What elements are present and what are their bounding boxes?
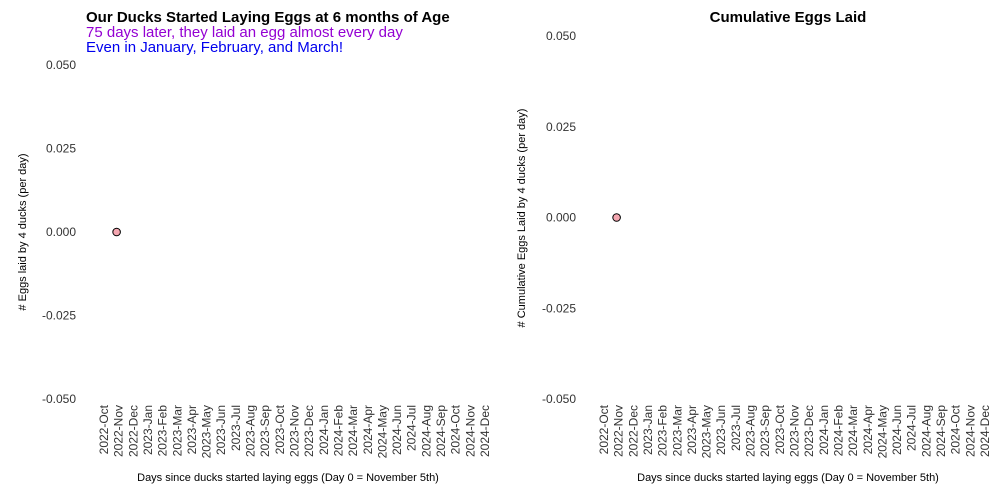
x-tick-label: 2023-Oct [773,404,787,454]
y-tick-label: 0.025 [46,142,76,156]
left-panel-daily-eggs: Our Ducks Started Laying Eggs at 6 month… [17,9,492,484]
x-tick-label: 2023-Aug [744,405,758,457]
x-tick-label: 2023-Sep [758,405,772,457]
x-axis-label: Days since ducks started laying eggs (Da… [637,472,939,484]
x-tick-label: 2023-Apr [685,405,699,454]
x-tick-label: 2023-Dec [802,405,816,457]
y-tick-label: 0.000 [46,225,76,239]
chart-title: Cumulative Eggs Laid [710,9,867,26]
y-tick-label: -0.025 [542,301,576,315]
x-tick-label: 2023-Sep [258,405,272,457]
x-tick-label: 2024-Oct [449,404,463,454]
x-tick-label: 2023-Apr [185,405,199,454]
x-tick-label: 2024-Aug [419,405,433,457]
x-tick-label: 2024-Jul [905,405,919,451]
x-tick-label: 2023-Mar [670,405,684,456]
x-tick-label: 2023-Aug [244,405,258,457]
chart-title: Our Ducks Started Laying Eggs at 6 month… [86,9,450,26]
x-tick-label: 2024-Feb [831,405,845,457]
x-tick-label: 2023-Oct [273,404,287,454]
y-tick-label: -0.025 [42,309,76,323]
x-axis-label: Days since ducks started laying eggs (Da… [137,472,439,484]
x-tick-label: 2022-Nov [112,405,126,457]
x-tick-label: 2024-Jan [317,405,331,455]
x-tick-label: 2023-Dec [302,405,316,457]
x-tick-label: 2024-May [875,405,889,458]
y-axis-label: # Eggs laid by 4 ducks (per day) [17,153,29,310]
y-tick-label: 0.000 [546,211,576,225]
y-tick-labels: 0.050 0.025 0.000 -0.025 -0.050 [542,29,576,406]
x-tick-label: 2022-Nov [612,405,626,457]
data-point [112,227,121,237]
chart-subtitle-2: Even in January, February, and March! [86,39,343,56]
x-tick-label: 2024-Feb [331,405,345,457]
x-tick-label: 2022-Oct [597,404,611,454]
x-tick-label: 2024-Apr [861,405,875,454]
x-tick-label: 2023-Jul [729,405,743,451]
x-tick-label: 2022-Oct [97,404,111,454]
x-tick-label: 2024-Mar [846,405,860,456]
x-tick-label: 2024-Jun [890,405,904,455]
y-tick-label: 0.050 [46,58,76,72]
data-point [612,213,621,222]
x-tick-label: 2023-Nov [288,405,302,457]
y-tick-label: -0.050 [542,392,576,406]
x-tick-label: 2023-Jan [141,405,155,455]
x-tick-label: 2024-Jul [405,405,419,451]
x-tick-label: 2023-May [200,405,214,458]
y-tick-labels: 0.050 0.025 0.000 -0.025 -0.050 [42,58,76,406]
x-tick-labels: 2022-Oct 2022-Nov 2022-Dec 2023-Jan 2023-Feb… [97,404,492,458]
x-tick-label: 2024-Sep [434,405,448,457]
x-tick-label: 2024-Nov [963,405,977,457]
data-points [112,227,121,237]
x-tick-label: 2024-Dec [978,405,992,457]
y-tick-label: -0.050 [42,392,76,406]
x-tick-label: 2024-Apr [361,405,375,454]
x-tick-label: 2022-Dec [626,405,640,457]
x-tick-label: 2024-Aug [919,405,933,457]
x-tick-label: 2024-Nov [463,405,477,457]
y-axis-label: # Cumulative Eggs Laid by 4 ducks (per d… [516,109,528,328]
x-tick-label: 2024-Jan [817,405,831,455]
x-tick-label: 2023-Jul [229,405,243,451]
right-panel-cumulative-eggs: Cumulative Eggs Laid # Cumulative Eggs L… [516,9,992,484]
chart-subtitle-1: 75 days later, they laid an egg almost e… [86,24,403,41]
x-tick-label: 2023-Feb [656,405,670,457]
x-tick-label: 2023-Jan [641,405,655,455]
x-tick-label: 2023-May [700,405,714,458]
x-tick-label: 2023-Jun [214,405,228,455]
x-tick-label: 2024-May [375,405,389,458]
data-points [612,213,621,222]
x-tick-label: 2024-Mar [346,405,360,456]
x-tick-labels: 2022-Oct 2022-Nov 2022-Dec 2023-Jan 2023-Feb… [597,404,992,458]
y-tick-label: 0.025 [546,120,576,134]
x-tick-label: 2022-Dec [126,405,140,457]
x-tick-label: 2024-Dec [478,405,492,457]
x-tick-label: 2023-Jun [714,405,728,455]
x-tick-label: 2024-Oct [949,404,963,454]
x-tick-label: 2024-Jun [390,405,404,455]
x-tick-label: 2024-Sep [934,405,948,457]
x-tick-label: 2023-Nov [788,405,802,457]
x-tick-label: 2023-Mar [170,405,184,456]
y-tick-label: 0.050 [546,29,576,43]
x-tick-label: 2023-Feb [156,405,170,457]
